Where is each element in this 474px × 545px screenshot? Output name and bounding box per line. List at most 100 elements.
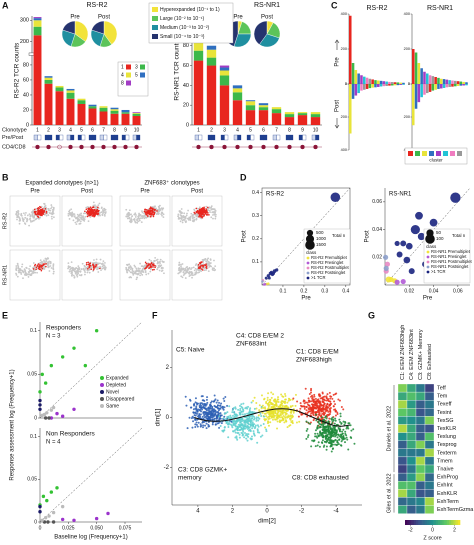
cell-dot [48,270,51,272]
cell-dot [299,402,302,405]
cell-dot [69,214,72,216]
cell-dot [207,406,210,409]
y-tick-label: 80 [183,43,189,49]
cell-dot [101,213,104,216]
cell-dot [25,266,28,269]
cell-dot [338,429,341,432]
pre-post-tile [250,134,255,141]
cell-dot [78,267,81,270]
cell-dot [35,213,37,216]
cell-dot [322,436,325,439]
cell-dot [260,415,263,418]
cell-dot [183,212,186,215]
cell-dot [248,408,251,411]
cell-dot [330,450,333,453]
cell-dot [95,261,97,264]
cell-dot [154,266,156,269]
cell-dot [74,272,77,275]
cell-dot [130,219,133,221]
bar-segment [66,98,75,125]
cell-dot [152,215,155,218]
cell-dot [89,212,91,215]
cell-dot [263,397,266,400]
bar-segment [219,67,230,71]
size-key [425,234,435,244]
row-title: RS-NR1 [2,265,8,285]
cell-dot [313,395,316,398]
cell-dot [48,212,51,215]
cell-dot [97,206,99,209]
legend-swatch [450,151,455,156]
cell-dot [267,421,270,424]
panel-label: F [152,310,158,320]
bar-segment [245,110,256,125]
cell-dot [39,216,41,219]
bar [396,82,400,84]
cell-dot [310,389,313,392]
cell-dot [320,404,323,407]
point [106,511,110,516]
cell-dot [200,402,203,405]
legend-title: class [426,244,437,249]
y-tick-label: 200 [341,115,347,119]
cell-dot [305,429,308,432]
cell-dot [321,432,324,435]
legend-title: cluster [429,158,443,163]
cell-dot [226,411,229,414]
cell-dot [203,213,205,216]
cell-dot [203,206,205,209]
colorbar-step [416,520,419,525]
bar [371,84,374,88]
legend-label: RS-R2 Premultiplet [311,255,348,260]
x-tick-label: 1 [36,127,39,133]
cell-dot [237,408,240,411]
cell-dot [222,429,225,432]
cell-dot [334,443,337,446]
cell-dot [181,263,184,265]
cell-dot [345,434,348,437]
cell-dot [207,257,210,260]
cell-dot [37,213,39,216]
cell-dot [89,262,92,265]
cell-dot [223,426,226,429]
cell-dot [274,418,277,421]
legend-label: RS-NR1 Postmultiplet [431,259,473,264]
cell-dot [85,208,88,211]
pre-post-tile [59,134,64,141]
cell-dot [136,269,139,272]
cell-dot [215,416,218,419]
bar [456,84,460,86]
cell-dot [159,265,162,268]
cell-dot [238,429,241,432]
y-tick-label: 200 [341,47,347,51]
cell-dot [19,268,22,271]
cell-dot [102,264,105,267]
point [47,416,51,420]
y-tick-label: 40 [183,83,189,89]
cell-dot [185,214,188,217]
cell-dot [191,426,194,429]
heat-cell [415,424,426,433]
heat-cell [424,481,435,490]
cell-dot [79,216,82,219]
cell-dot [47,261,50,264]
cell-dot [321,439,324,442]
cell-dot [52,209,55,211]
cell-dot [239,409,242,412]
cell-dot [17,265,20,268]
side-label: Pre [335,57,341,67]
cell-dot [202,424,205,427]
cell-dot [331,429,334,432]
cell-dot [223,415,226,418]
pre-post-tile [207,134,212,141]
cell-dot [24,273,27,276]
cell-dot [84,212,86,215]
cell-dot [23,222,26,225]
cell-dot [250,437,253,440]
cell-dot [15,214,18,216]
cell-dot [133,213,136,216]
cell-dot [205,409,208,412]
cell-dot [255,418,258,421]
cell-dot [94,206,97,209]
heat-cell [397,400,408,409]
